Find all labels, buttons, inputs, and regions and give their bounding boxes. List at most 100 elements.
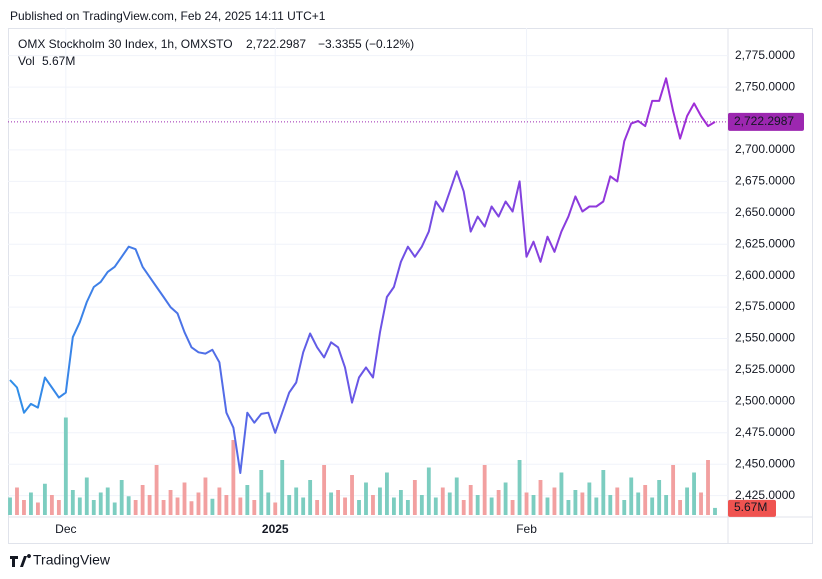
volume-bar <box>224 495 229 515</box>
volume-bar <box>98 492 103 515</box>
volume-bar <box>231 440 236 515</box>
volume-bar <box>301 497 306 515</box>
volume-bar <box>182 482 187 515</box>
volume-bar <box>545 497 550 515</box>
legend-change: −3.3355 (−0.12%) <box>318 37 414 51</box>
volume-bar <box>217 487 222 515</box>
volume-bar <box>252 500 257 515</box>
volume-bar <box>629 477 634 515</box>
y-tick-label: 2,625.0000 <box>735 236 795 250</box>
volume-bar <box>105 487 110 515</box>
volume-bar <box>398 490 403 515</box>
volume-bar <box>552 487 557 515</box>
volume-bar <box>573 490 578 515</box>
volume-bar <box>36 502 40 515</box>
volume-bar <box>391 497 396 515</box>
volume-bar <box>350 475 354 515</box>
volume-bar <box>475 495 480 515</box>
volume-bar <box>84 477 89 515</box>
volume-bar <box>678 500 683 515</box>
volume-bar <box>22 500 26 515</box>
volume-bar <box>371 495 375 515</box>
volume-bar <box>538 480 543 515</box>
y-tick-label: 2,500.0000 <box>735 394 795 408</box>
volume-bar <box>440 487 445 515</box>
volume-bar <box>412 480 417 515</box>
last-price-label: 2,722.2987 <box>734 114 794 128</box>
volume-bar <box>496 490 501 515</box>
volume-bar <box>503 482 508 515</box>
volume-bar <box>294 487 299 515</box>
volume-bar <box>238 497 243 515</box>
volume-bar <box>657 480 662 515</box>
x-tick-label: 2025 <box>262 522 289 536</box>
volume-bar <box>280 460 285 515</box>
volume-bar <box>140 485 145 515</box>
volume-bar <box>405 500 410 515</box>
volume-bar <box>210 498 215 515</box>
volume-bar <box>447 492 452 515</box>
volume-bar <box>308 480 313 515</box>
volume-bar <box>343 497 347 515</box>
volume-bar <box>664 495 669 515</box>
volume-bar <box>336 490 340 515</box>
volume-bar <box>154 465 159 515</box>
legend-vol-value: 5.67M <box>42 54 75 68</box>
volume-bar <box>531 495 536 515</box>
volume-bar <box>322 465 327 515</box>
volume-bar <box>385 472 389 515</box>
y-tick-label: 2,575.0000 <box>735 299 795 313</box>
volume-bar <box>643 485 648 515</box>
volume-bar <box>419 495 424 515</box>
volume-bar <box>461 500 466 515</box>
volume-bar <box>147 495 152 515</box>
volume-bar <box>524 492 529 515</box>
volume-bar <box>699 492 703 515</box>
volume-bar <box>601 470 606 515</box>
volume-bar <box>594 497 599 515</box>
volume-bar <box>559 472 564 515</box>
volume-bar <box>378 487 382 515</box>
y-tick-label: 2,700.0000 <box>735 142 795 156</box>
chart-frame <box>8 28 813 544</box>
volume-bar <box>203 477 208 515</box>
volume-bar <box>49 495 54 515</box>
volume-bar <box>517 460 522 515</box>
volume-bar <box>42 483 47 515</box>
volume-bar <box>587 482 592 515</box>
y-tick-label: 2,775.0000 <box>735 48 795 62</box>
volume-bar <box>364 482 368 515</box>
y-tick-label: 2,750.0000 <box>735 79 795 93</box>
volume-bar <box>56 500 61 515</box>
volume-bar <box>189 501 194 515</box>
volume-bar <box>91 500 96 515</box>
volume-bar <box>482 465 487 515</box>
brand: TradingView <box>33 552 111 568</box>
volume-bar <box>77 497 82 515</box>
volume-bar <box>685 487 689 515</box>
volume-bar <box>510 500 515 515</box>
volume-bar <box>266 492 271 515</box>
volume-bar <box>357 500 361 515</box>
volume-bar <box>454 477 459 515</box>
y-tick-label: 2,600.0000 <box>735 268 795 282</box>
brand-logo <box>10 554 31 567</box>
y-tick-label: 2,650.0000 <box>735 205 795 219</box>
volume-bar <box>168 490 173 515</box>
volume-tag-label: 5.67M <box>734 500 767 514</box>
volume-bar <box>196 492 201 515</box>
volume-bar <box>566 500 571 515</box>
volume-bar <box>119 480 124 515</box>
y-tick-label: 2,550.0000 <box>735 331 795 345</box>
volume-bar <box>622 500 627 515</box>
volume-bar <box>15 487 19 515</box>
y-tick-label: 2,475.0000 <box>735 425 795 439</box>
volume-bar <box>259 470 264 515</box>
volume-bar <box>468 485 473 515</box>
volume-bar <box>713 507 717 515</box>
volume-bar <box>8 497 12 515</box>
x-tick-label: Dec <box>55 522 76 536</box>
y-tick-label: 2,525.0000 <box>735 362 795 376</box>
